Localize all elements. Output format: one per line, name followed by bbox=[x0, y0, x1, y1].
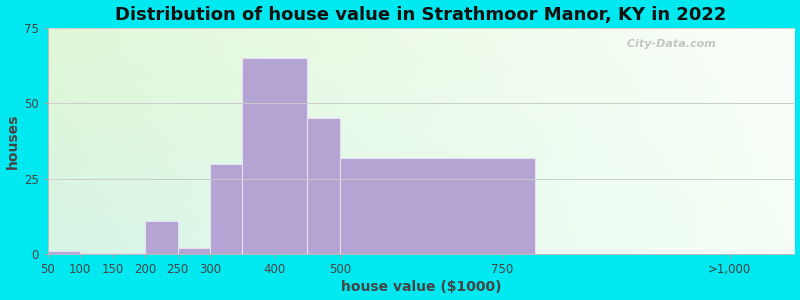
Bar bbox=[113, 253, 145, 254]
Bar bbox=[48, 251, 80, 254]
Bar bbox=[242, 58, 307, 254]
Bar bbox=[145, 221, 178, 254]
Bar bbox=[307, 118, 340, 254]
X-axis label: house value ($1000): house value ($1000) bbox=[341, 280, 502, 294]
Text: City-Data.com: City-Data.com bbox=[622, 39, 715, 49]
Bar bbox=[80, 253, 113, 254]
Bar bbox=[178, 248, 210, 254]
Y-axis label: houses: houses bbox=[6, 113, 19, 169]
Title: Distribution of house value in Strathmoor Manor, KY in 2022: Distribution of house value in Strathmoo… bbox=[115, 6, 726, 24]
Bar bbox=[210, 164, 242, 254]
Bar bbox=[340, 158, 534, 254]
